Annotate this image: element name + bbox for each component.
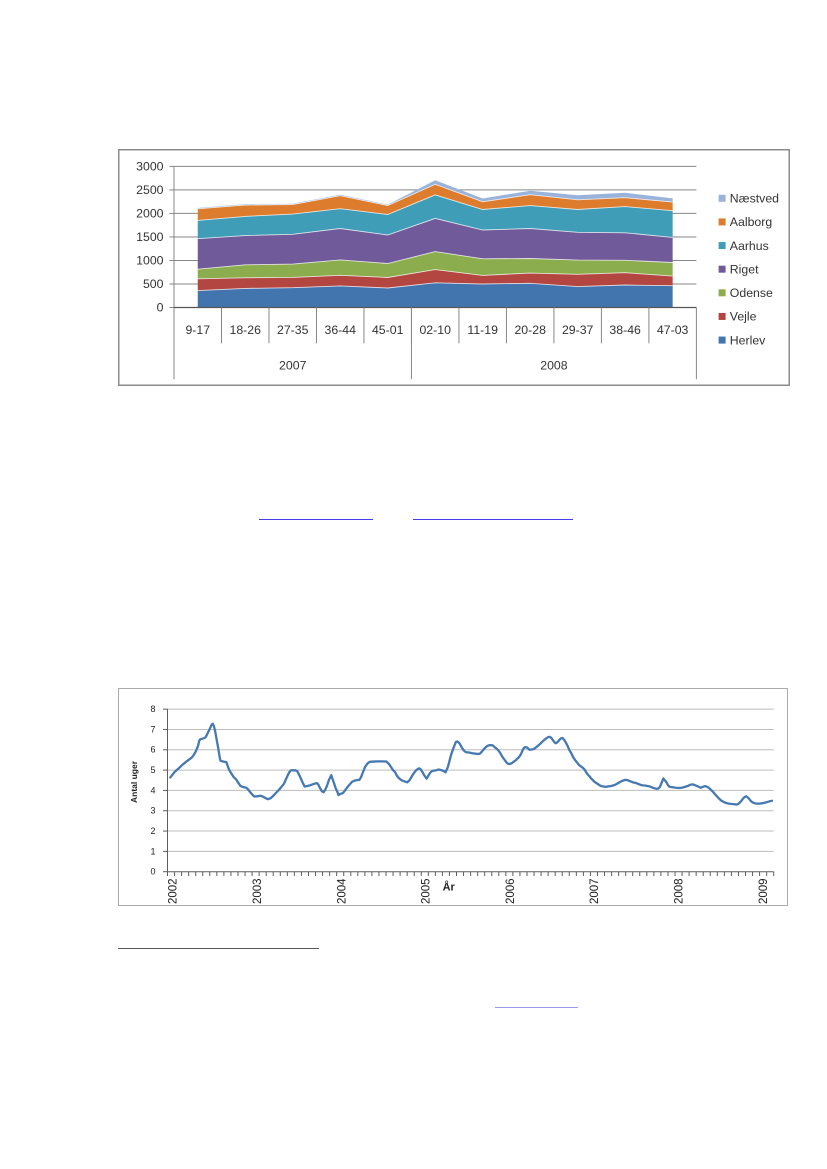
svg-text:8: 8 [150,704,155,714]
svg-text:2007: 2007 [589,878,601,904]
svg-text:7: 7 [150,724,155,734]
svg-text:0: 0 [150,867,155,877]
svg-text:3000: 3000 [136,160,164,174]
svg-text:5: 5 [150,765,155,775]
svg-text:18-26: 18-26 [230,323,262,337]
svg-text:0: 0 [157,301,164,315]
svg-text:Næstved: Næstved [730,192,779,206]
svg-text:2009: 2009 [758,878,770,904]
svg-text:År: År [443,880,456,893]
svg-text:Antal uger: Antal uger [129,760,139,803]
svg-text:2006: 2006 [505,878,517,904]
svg-text:27-35: 27-35 [277,323,309,337]
svg-text:6: 6 [150,745,155,755]
svg-text:47-03: 47-03 [657,323,689,337]
svg-text:2003: 2003 [252,878,264,904]
svg-text:2008: 2008 [540,359,568,373]
svg-text:1: 1 [150,846,155,856]
svg-text:Vejle: Vejle [730,310,757,324]
svg-text:Aarhus: Aarhus [730,239,769,253]
svg-text:2005: 2005 [421,878,433,904]
svg-text:2004: 2004 [336,878,348,904]
svg-text:4: 4 [150,785,155,795]
svg-text:29-37: 29-37 [562,323,594,337]
svg-text:500: 500 [143,277,164,291]
svg-text:9-17: 9-17 [185,323,210,337]
svg-text:02-10: 02-10 [419,323,451,337]
svg-text:36-44: 36-44 [324,323,356,337]
svg-text:Herlev: Herlev [730,333,766,347]
svg-text:2500: 2500 [136,183,164,197]
svg-text:45-01: 45-01 [372,323,404,337]
svg-text:Riget: Riget [730,262,759,276]
svg-text:1000: 1000 [136,254,164,268]
svg-text:2008: 2008 [674,878,686,904]
svg-text:Aalborg: Aalborg [730,215,773,229]
svg-text:2007: 2007 [279,359,307,373]
svg-text:2002: 2002 [168,878,180,904]
svg-text:38-46: 38-46 [609,323,641,337]
svg-text:Odense: Odense [730,286,773,300]
svg-text:11-19: 11-19 [467,323,498,337]
svg-text:2000: 2000 [136,207,164,221]
svg-text:2: 2 [150,826,155,836]
svg-text:3: 3 [150,806,155,816]
svg-text:20-28: 20-28 [514,323,546,337]
svg-text:1500: 1500 [136,230,164,244]
